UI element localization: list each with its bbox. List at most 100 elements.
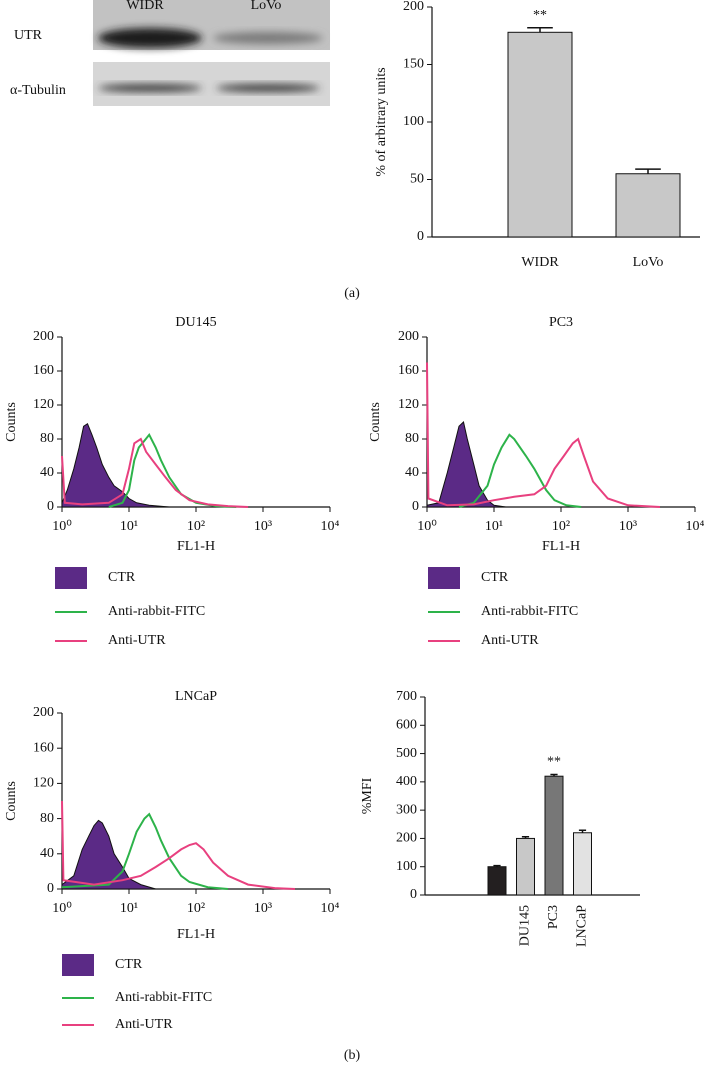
x-axis-label: FL1-H	[177, 927, 215, 942]
x-tick-label: 10⁴	[321, 901, 340, 916]
x-tick-label: 10⁰	[417, 519, 437, 534]
legend-label: Anti-rabbit-FITC	[481, 604, 578, 619]
blot-band	[213, 32, 323, 44]
y-tick-label: 0	[410, 887, 417, 902]
blot-band	[98, 28, 202, 48]
y-tick-label: 300	[396, 802, 417, 817]
legend-swatch	[55, 567, 87, 589]
y-tick-label: 400	[396, 774, 417, 789]
chart-title: PC3	[549, 315, 573, 330]
bar	[487, 866, 507, 896]
legend-label: Anti-rabbit-FITC	[115, 990, 212, 1005]
y-tick-label: 100	[403, 114, 424, 129]
y-tick-label: 40	[40, 465, 54, 480]
histogram-line	[61, 800, 296, 890]
bar	[615, 173, 681, 238]
x-tick-label: 10⁰	[52, 519, 72, 534]
y-tick-label: 500	[396, 746, 417, 761]
error-bar	[578, 829, 587, 833]
y-tick-label: 40	[40, 846, 54, 861]
y-tick-label: 40	[405, 465, 419, 480]
chart-title: LNCaP	[175, 689, 217, 704]
y-tick-label: 120	[33, 776, 54, 791]
y-tick-label: 600	[396, 718, 417, 733]
error-bar	[527, 26, 553, 33]
histogram-line	[458, 433, 582, 508]
histogram-area	[61, 422, 170, 508]
blot-band	[98, 84, 202, 92]
legend-label: Anti-UTR	[115, 1017, 173, 1032]
x-tick-label: WIDR	[521, 255, 559, 270]
y-tick-label: 120	[33, 397, 54, 412]
x-tick-label: 10²	[187, 519, 205, 534]
legend-label: CTR	[481, 570, 509, 585]
x-tick-label: 10³	[619, 519, 637, 534]
y-tick-label: 150	[403, 57, 424, 72]
x-tick-label: LNCaP	[575, 905, 590, 947]
panel-label: (a)	[344, 286, 360, 301]
x-tick-label: 10³	[254, 519, 272, 534]
y-tick-label: 200	[398, 329, 419, 344]
y-axis-label: Counts	[4, 781, 19, 821]
blot-row-label: α-Tubulin	[10, 83, 66, 98]
histogram-line	[426, 362, 661, 508]
y-tick-label: 0	[412, 499, 419, 514]
x-tick-label: 10¹	[120, 519, 138, 534]
y-axis-label: %MFI	[360, 777, 375, 814]
panel-label: (b)	[344, 1048, 361, 1063]
blot-row-label: UTR	[14, 28, 43, 43]
y-tick-label: 0	[417, 229, 424, 244]
x-axis-label: FL1-H	[177, 539, 215, 554]
y-tick-label: 0	[47, 881, 54, 896]
y-tick-label: 200	[403, 0, 424, 14]
x-tick-label: LoVo	[633, 255, 664, 270]
bar	[507, 31, 573, 238]
x-tick-label: 10¹	[120, 901, 138, 916]
error-bar	[493, 864, 501, 867]
legend-swatch	[62, 954, 94, 976]
legend-swatch	[428, 567, 460, 589]
y-tick-label: 160	[398, 363, 419, 378]
blot-strip	[93, 62, 330, 106]
blot-lane-label: WIDR	[126, 0, 164, 13]
y-tick-label: 160	[33, 363, 54, 378]
x-tick-label: PC3	[546, 905, 561, 929]
legend-label: Anti-rabbit-FITC	[108, 604, 205, 619]
x-tick-label: DU145	[518, 905, 533, 946]
bar	[516, 837, 535, 896]
y-tick-label: 200	[33, 705, 54, 720]
histogram-line	[61, 812, 229, 890]
legend-label: CTR	[115, 957, 143, 972]
blot-band	[216, 84, 320, 92]
x-tick-label: 10¹	[485, 519, 503, 534]
significance-label: **	[533, 8, 547, 23]
legend-label: Anti-UTR	[481, 633, 539, 648]
bar	[544, 775, 564, 896]
error-bar	[635, 168, 661, 174]
y-tick-label: 80	[405, 431, 419, 446]
error-bar	[521, 835, 530, 839]
x-axis-label: FL1-H	[542, 539, 580, 554]
x-tick-label: 10³	[254, 901, 272, 916]
western-blot: WIDR LoVo UTR α-Tubulin	[10, 0, 330, 106]
y-tick-label: 120	[398, 397, 419, 412]
y-tick-label: 160	[33, 740, 54, 755]
histogram-area	[61, 819, 156, 890]
legend-label: Anti-UTR	[108, 633, 166, 648]
x-tick-label: 10²	[187, 901, 205, 916]
histogram-line	[61, 437, 249, 508]
y-tick-label: 50	[410, 172, 424, 187]
y-tick-label: 700	[396, 689, 417, 704]
x-tick-label: 10⁴	[321, 519, 340, 534]
y-tick-label: 100	[396, 859, 417, 874]
y-axis-label: Counts	[4, 402, 19, 442]
x-tick-label: 10²	[552, 519, 570, 534]
y-tick-label: 200	[33, 329, 54, 344]
error-bar	[550, 773, 558, 777]
blot-lane-label: LoVo	[251, 0, 282, 13]
significance-label: **	[547, 755, 561, 770]
chart-title: DU145	[175, 315, 216, 330]
bar	[573, 832, 592, 896]
